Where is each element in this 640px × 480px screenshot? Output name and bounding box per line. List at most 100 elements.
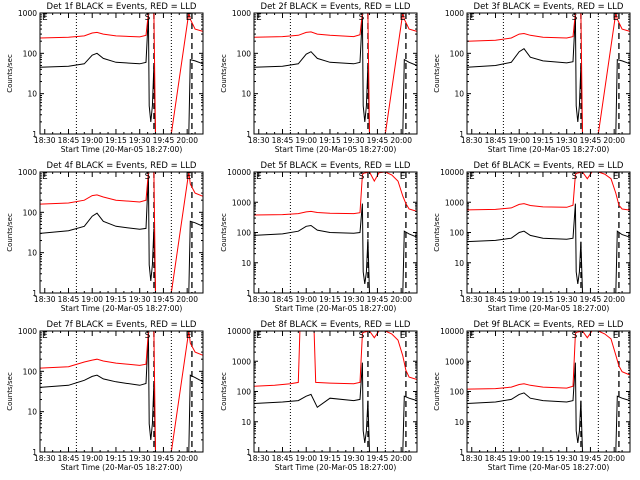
y-tick-label: 100 [450, 49, 465, 58]
x-tick-label: 19:00 [508, 454, 530, 463]
x-tick-label: 18:45 [58, 136, 80, 145]
series-line-lld [253, 330, 418, 387]
x-tick-label: 19:30 [556, 136, 578, 145]
x-tick-label: 18:30 [461, 295, 483, 304]
x-tick-label: 19:45 [153, 454, 175, 463]
y-tick-label: 100 [237, 229, 252, 238]
x-tick-label: 19:00 [81, 295, 103, 304]
marker-e: E [186, 331, 192, 341]
x-tick-label: 19:15 [319, 295, 341, 304]
y-tick-label: 1 [246, 289, 251, 298]
marker-s: S [145, 13, 151, 23]
x-tick-label: 19:30 [556, 454, 578, 463]
marker-s: S [359, 172, 365, 182]
x-axis-label: Start Time (20-Mar-05 18:27:00) [275, 304, 397, 313]
chart-panel-6f: Det 6f BLACK = Events, RED = LLDSEE11010… [433, 161, 631, 313]
x-tick-label: 19:45 [580, 454, 602, 463]
x-axis-label: Start Time (20-Mar-05 18:27:00) [488, 145, 610, 154]
x-tick-label: 18:45 [485, 454, 507, 463]
y-tick-label: 10000 [440, 168, 464, 177]
series-line-events [39, 14, 204, 135]
y-axis-label: Counts/sec [433, 372, 441, 411]
y-tick-label: 1000 [18, 9, 37, 18]
y-tick-label: 100 [23, 208, 38, 217]
x-tick-label: 19:15 [532, 295, 554, 304]
y-tick-label: 10 [27, 90, 37, 99]
y-tick-label: 1 [32, 130, 37, 139]
y-tick-label: 10 [454, 418, 464, 427]
marker-e: E [613, 172, 619, 182]
series-line-lld [39, 12, 204, 135]
x-axis-label: Start Time (20-Mar-05 18:27:00) [275, 463, 397, 472]
y-tick-label: 1 [32, 448, 37, 457]
y-tick-label: 10 [454, 90, 464, 99]
x-tick-label: 20:00 [176, 295, 198, 304]
marker-e: E [400, 172, 406, 182]
y-tick-label: 1000 [18, 327, 37, 336]
marker-e: E [613, 13, 619, 23]
chart-panel-9f: Det 9f BLACK = Events, RED = LLDSEE11010… [433, 320, 631, 472]
marker-s: S [359, 331, 365, 341]
x-tick-label: 18:30 [34, 136, 56, 145]
x-tick-label: 19:00 [295, 454, 317, 463]
x-axis-label: Start Time (20-Mar-05 18:27:00) [61, 145, 183, 154]
plot-frame [39, 12, 204, 135]
x-tick-label: 19:30 [129, 136, 151, 145]
series-line-events [466, 14, 631, 135]
x-tick-label: 19:15 [105, 136, 127, 145]
x-tick-label: 20:00 [603, 295, 625, 304]
x-tick-label: 20:00 [176, 136, 198, 145]
x-tick-label: 19:15 [105, 295, 127, 304]
x-tick-label: 18:30 [248, 136, 270, 145]
y-axis-label: Counts/sec [6, 372, 14, 411]
y-tick-label: 100 [450, 388, 465, 397]
chart-title: Det 4f BLACK = Events, RED = LLD [47, 161, 197, 171]
series-line-events [466, 203, 631, 294]
x-tick-label: 19:30 [556, 295, 578, 304]
x-tick-label: 20:00 [390, 136, 412, 145]
x-tick-label: 19:45 [367, 295, 389, 304]
y-axis-label: Counts/sec [6, 213, 14, 252]
x-axis-label: Start Time (20-Mar-05 18:27:00) [488, 463, 610, 472]
x-tick-label: 19:45 [153, 295, 175, 304]
y-tick-label: 1000 [445, 198, 464, 207]
series-line-lld [253, 171, 418, 216]
x-tick-label: 20:00 [603, 136, 625, 145]
y-tick-label: 100 [450, 229, 465, 238]
x-tick-label: 19:30 [343, 295, 365, 304]
x-axis-label: Start Time (20-Mar-05 18:27:00) [275, 145, 397, 154]
plot-frame [466, 171, 631, 294]
x-tick-label: 19:00 [295, 136, 317, 145]
chart-title: Det 6f BLACK = Events, RED = LLD [474, 161, 624, 171]
x-tick-label: 18:45 [272, 136, 294, 145]
chart-panel-1f: Det 1f BLACK = Events, RED = LLDSEE11010… [6, 2, 204, 154]
x-tick-label: 18:30 [34, 454, 56, 463]
x-tick-label: 19:15 [319, 454, 341, 463]
x-tick-label: 19:30 [129, 454, 151, 463]
x-tick-label: 20:00 [176, 454, 198, 463]
y-tick-label: 10 [27, 249, 37, 258]
x-tick-label: 19:30 [343, 454, 365, 463]
y-tick-label: 1 [459, 448, 464, 457]
y-axis-label: Counts/sec [220, 213, 228, 252]
x-tick-label: 18:45 [272, 454, 294, 463]
y-axis-label: Counts/sec [433, 213, 441, 252]
y-tick-label: 1000 [232, 9, 251, 18]
y-axis-label: Counts/sec [433, 54, 441, 93]
marker-s: S [359, 13, 365, 23]
y-tick-label: 1000 [445, 357, 464, 366]
x-tick-label: 18:45 [58, 454, 80, 463]
y-tick-label: 1000 [232, 198, 251, 207]
series-line-events [466, 362, 631, 453]
x-tick-label: 20:00 [390, 295, 412, 304]
marker-s: S [145, 331, 151, 341]
y-tick-label: 10000 [227, 168, 251, 177]
y-tick-label: 1000 [232, 357, 251, 366]
marker-e: E [186, 172, 192, 182]
x-tick-label: 18:45 [485, 295, 507, 304]
x-tick-label: 19:00 [81, 136, 103, 145]
x-tick-label: 18:30 [248, 295, 270, 304]
chart-title: Det 7f BLACK = Events, RED = LLD [47, 320, 197, 330]
x-tick-label: 20:00 [603, 454, 625, 463]
y-tick-label: 100 [23, 367, 38, 376]
